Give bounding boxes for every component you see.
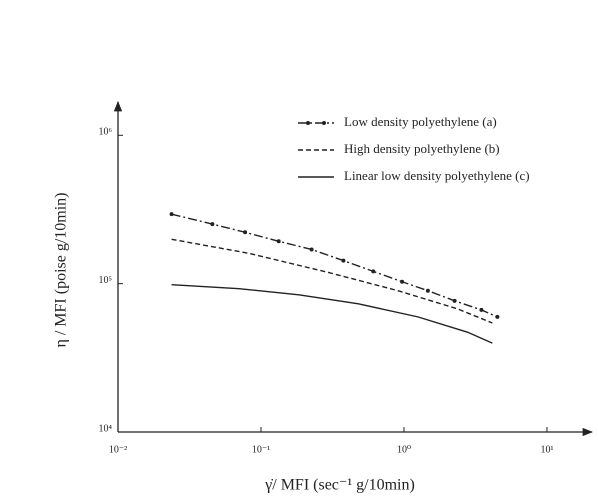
x-tick-label: 10⁰ bbox=[397, 444, 411, 455]
data-point bbox=[371, 269, 376, 274]
y-tick-label: 10⁴ bbox=[99, 423, 113, 434]
y-axis-label: η / MFI (poise g/10min) bbox=[53, 192, 70, 347]
x-tick-label: 10⁻² bbox=[109, 444, 127, 455]
data-point bbox=[479, 307, 484, 312]
data-point bbox=[169, 212, 174, 217]
legend-label: Linear low density polyethylene (c) bbox=[344, 168, 530, 183]
legend-label: Low density polyethylene (a) bbox=[344, 114, 497, 129]
x-tick-label: 10⁻¹ bbox=[252, 444, 270, 455]
data-point bbox=[309, 247, 314, 252]
data-point bbox=[243, 230, 248, 235]
data-point bbox=[400, 279, 405, 284]
data-point bbox=[495, 314, 500, 319]
legend-label: High density polyethylene (b) bbox=[344, 141, 500, 156]
data-point bbox=[276, 239, 281, 244]
y-tick-label: 10⁶ bbox=[99, 127, 113, 138]
y-tick-label: 10⁵ bbox=[99, 275, 113, 286]
legend-marker bbox=[306, 121, 310, 125]
data-point bbox=[452, 298, 457, 303]
series-line bbox=[171, 213, 498, 318]
legend-marker bbox=[322, 121, 326, 125]
series-line bbox=[171, 238, 493, 324]
data-point bbox=[210, 222, 215, 227]
data-point bbox=[341, 258, 346, 263]
x-tick-label: 10¹ bbox=[540, 444, 553, 455]
series-line bbox=[171, 283, 493, 344]
x-axis-label: γ̇/ MFI (sec⁻¹ g/10min) bbox=[264, 477, 415, 494]
data-point bbox=[425, 288, 430, 293]
